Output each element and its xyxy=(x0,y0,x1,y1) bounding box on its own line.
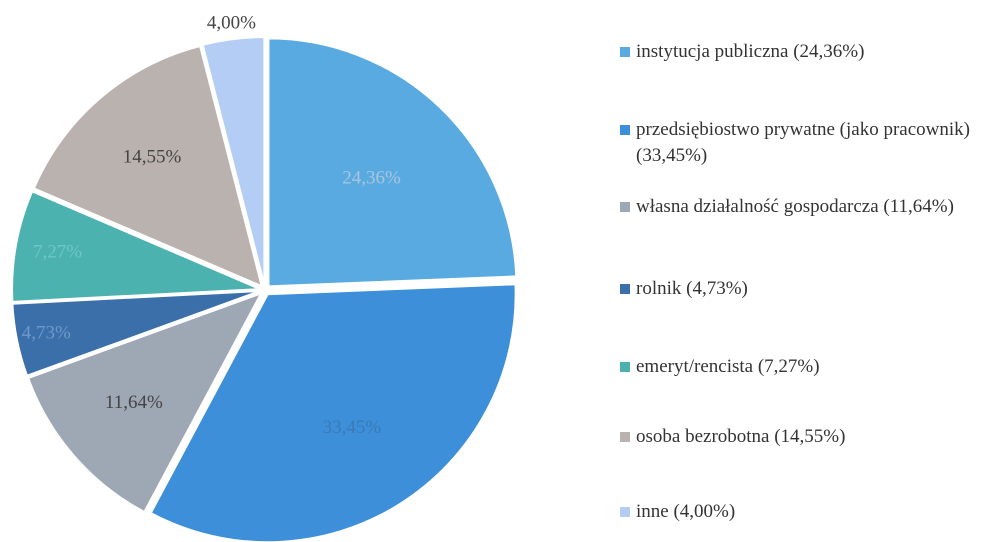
legend-swatch xyxy=(620,362,630,372)
legend-item: rolnik (4,73%) xyxy=(620,276,1002,302)
legend-swatch xyxy=(620,284,630,294)
legend-swatch xyxy=(620,202,630,212)
legend-label: instytucja publiczna (24,36%) xyxy=(636,41,865,62)
legend-swatch xyxy=(620,507,630,517)
legend-item: instytucja publiczna (24,36%) xyxy=(620,39,1002,65)
pie-slice xyxy=(11,289,261,378)
data-label: 4,73% xyxy=(22,323,71,344)
legend-label: osoba bezrobotna (14,55%) xyxy=(636,426,846,447)
legend-label: rolnik (4,73%) xyxy=(636,278,748,299)
data-label: 24,36% xyxy=(342,167,401,188)
pie-slice xyxy=(32,44,264,288)
legend-swatch xyxy=(620,47,630,57)
pie-slice xyxy=(149,283,517,542)
pie-slice xyxy=(11,190,261,303)
pie-slice xyxy=(267,37,518,288)
pie-slice xyxy=(201,36,266,286)
pie-area: 24,36% 33,45% 11,64% 4,73% 7,27% 14,55% 4,00% xyxy=(11,13,518,542)
legend-label: własna działalność gospodarcza (11,64%) xyxy=(636,196,954,217)
legend-item: przedsiębiostwo prywatne (jako pracownik… xyxy=(620,117,1002,169)
legend-swatch xyxy=(620,125,630,135)
legend-item: emeryt/rencista (7,27%) xyxy=(620,354,1002,380)
legend-label: przedsiębiostwo prywatne (jako pracownik… xyxy=(636,119,970,166)
legend-item: inne (4,00%) xyxy=(620,499,1002,525)
data-label: 7,27% xyxy=(33,241,82,262)
data-label: 4,00% xyxy=(207,13,256,34)
legend-item: osoba bezrobotna (14,55%) xyxy=(620,424,1002,450)
data-label: 11,64% xyxy=(105,392,163,413)
legend-swatch xyxy=(620,432,630,442)
legend-label: emeryt/rencista (7,27%) xyxy=(636,356,820,377)
legend-item: własna działalność gospodarcza (11,64%) xyxy=(620,194,1002,220)
legend-label: inne (4,00%) xyxy=(636,501,736,522)
data-label: 33,45% xyxy=(323,417,382,438)
pie-slice xyxy=(26,291,264,514)
data-label: 14,55% xyxy=(123,147,182,168)
